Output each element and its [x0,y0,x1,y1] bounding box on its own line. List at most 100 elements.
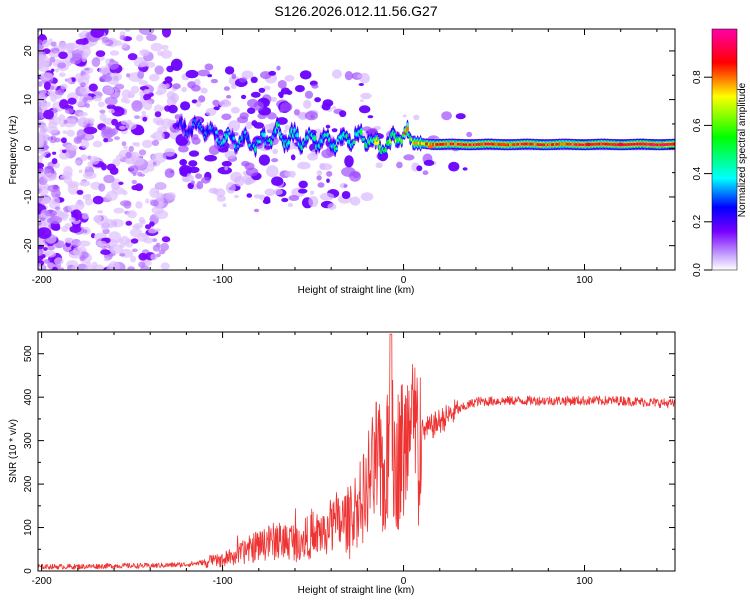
spectrogram-blob [80,154,88,161]
spectrogram-blob [352,171,361,179]
spectrogram-blob [201,176,211,184]
spectrogram-blob [155,253,161,258]
spectrogram-blob [39,90,47,95]
spectrogram-blob [125,220,133,226]
spectrogram-x-label: Height of straight line (km) [298,285,415,296]
ridge-hotspot [373,141,380,146]
spectrogram-blob [121,42,128,49]
spectrogram-blob [185,69,199,79]
spectrogram-blob [356,74,363,79]
spectrogram-blob [149,73,160,82]
spectrogram-blob [279,108,284,113]
spectrogram-blob [43,247,48,251]
spectrogram-blob [123,145,129,150]
ridge-segment [384,147,388,152]
spectrogram-blob [75,200,85,211]
spectrogram-blob [49,56,56,63]
spectrogram-blob [284,75,295,82]
spectrogram-blob [129,255,137,263]
spectrogram-blob [43,259,51,264]
spectrogram-blob [39,124,48,134]
spectrogram-blob [77,75,90,87]
spectrogram-blob [42,222,47,226]
spectrogram-blob [69,56,82,65]
spectrogram-blob [142,254,147,259]
spectrogram-blob [124,29,131,33]
spectrogram-blob [125,122,137,130]
spectrogram-blob [97,210,104,214]
colorbar-tick-label: 0.6 [692,118,703,132]
spectrogram-blob [54,206,61,211]
spectrogram-blob [223,86,230,91]
spectrogram-blob [88,83,98,92]
spectrogram-blob [119,125,126,130]
spectrogram-blob [44,165,54,172]
spectrogram-blob [197,69,210,77]
x-tick-label: -100 [213,275,233,286]
spectrogram-blob [83,126,98,135]
figure-title: S126.2026.012.11.56.G27 [274,3,437,19]
spectrogram-blob [230,171,243,183]
snr-x-label: Height of straight line (km) [298,585,415,596]
spectrogram-blob [134,115,140,119]
spectrogram-blob [222,203,227,207]
spectrogram-blob [124,158,131,164]
spectrogram-blob [258,154,270,166]
spectrogram-blob [266,112,277,120]
spectrogram-blob [119,35,126,41]
spectrogram-blob [99,113,107,122]
spectrogram-blob [281,197,289,203]
spectrogram-blob [286,90,293,95]
spectrogram-blob [117,238,123,244]
spectrogram-blob [215,188,226,198]
y-tick-label: 0 [23,568,34,574]
spectrogram-blob [162,80,168,85]
spectrogram-blob [121,120,128,125]
spectrogram-blob [65,237,74,244]
spectrogram-blob [114,136,120,141]
spectrogram-blob [175,133,189,147]
spectrogram-blob [137,70,145,79]
ridge-segment [193,119,196,123]
spectrogram-blob [228,120,241,132]
y-tick-label: 20 [23,45,34,57]
snr-y-ticks: 0 100 200 300 400 500 [23,331,675,574]
spectrogram-blob [127,53,138,61]
spectrogram-blob [65,108,74,114]
spectrogram-blob [61,149,67,154]
spectrogram-blob [44,209,57,217]
spectrogram-blob [100,249,111,255]
spectrogram-blob [46,245,56,251]
spectrogram-blob [39,217,46,222]
spectrogram-blob [151,152,167,164]
spectrogram-blob [181,86,188,93]
spectrogram-blob [231,73,237,80]
spectrogram-blob [247,107,256,114]
spectrogram-blob [241,70,254,79]
spectrogram-blob [448,161,460,172]
spectrogram-blob [250,76,258,84]
spectrogram-blob [234,195,239,198]
snr-x-ticks: -200 -100 0 100 [32,332,658,587]
spectrogram-blob [105,58,110,65]
spectrogram-blob [139,173,146,177]
spectrogram-blob [246,193,253,198]
spectrogram-blob [97,101,105,108]
spectrogram-blob [293,109,301,116]
spectrogram-blob [195,100,202,108]
spectrogram-blob [72,247,83,256]
spectrogram-blob [131,179,137,185]
spectrogram-blob [161,118,173,129]
ridge-segment [258,140,262,144]
spectrogram-blob [298,180,308,189]
spectrogram-blob [200,87,208,94]
spectrogram-blob [231,106,240,114]
spectrogram-blob [135,201,143,209]
colorbar-label: Normalized spectral amplitude [737,82,748,217]
spectrogram-blob [188,166,200,173]
spectrogram-blob [160,262,170,270]
spectrogram-blob [290,154,296,161]
spectrogram-blob [119,242,126,248]
spectrogram-blob [441,111,452,121]
spectrogram-blob [153,104,163,113]
